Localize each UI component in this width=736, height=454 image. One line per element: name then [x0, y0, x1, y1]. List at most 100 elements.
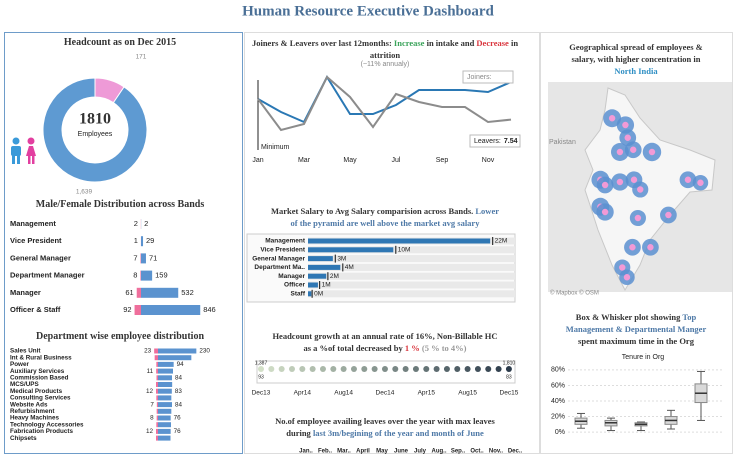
category-label: Sales Unit	[10, 348, 41, 355]
slice-label: 171	[136, 54, 147, 61]
title-segment: of the pyramid are well above the market…	[291, 218, 481, 228]
dot	[258, 366, 264, 372]
chart-title: as a %of total decreased by 1 % (5 % to …	[304, 343, 467, 353]
category-label: Commission Based	[10, 374, 69, 381]
dot	[505, 366, 512, 372]
bar	[156, 435, 158, 441]
row-band	[308, 246, 515, 254]
category-label: Management	[10, 219, 56, 228]
bubble-core	[601, 181, 609, 189]
dot	[268, 366, 275, 372]
bubble-core	[630, 176, 638, 183]
chart-title: North India	[614, 66, 658, 76]
series-line	[257, 75, 512, 132]
dot	[288, 366, 295, 372]
title-segment: in	[509, 38, 518, 48]
value-label: 2	[134, 219, 138, 228]
bar	[156, 368, 158, 374]
x-tick-label: Aug..	[432, 449, 447, 454]
x-tick-label: Oct..	[470, 449, 484, 454]
title-segment: Decrease	[476, 38, 509, 48]
x-tick-label: Dec13	[252, 390, 271, 397]
plot-frame	[256, 360, 516, 384]
category-label: Department Manager	[10, 271, 85, 280]
value-label: 159	[155, 271, 168, 280]
value-label: 230	[199, 348, 210, 355]
title-segment: Lower	[475, 206, 499, 216]
row-band	[308, 290, 515, 298]
bar	[141, 270, 153, 281]
bar	[308, 291, 312, 297]
x-tick-label: Sep..	[451, 449, 466, 454]
bar	[154, 355, 158, 361]
total-value: 1810	[79, 111, 111, 128]
category-label: Chipsets	[10, 435, 37, 442]
chart-title: Male/Female Distribution across Bands	[36, 199, 205, 210]
value-label: 93	[258, 374, 264, 380]
x-tick-label: Feb..	[318, 449, 332, 454]
title-segment: Headcount as on Dec 2015	[64, 37, 176, 48]
female-icon	[26, 137, 36, 164]
dot	[371, 366, 378, 372]
bar	[308, 256, 333, 262]
value-label: 92	[123, 305, 131, 314]
category-label: MCS/UPS	[10, 381, 39, 388]
category-label: Refurbishment	[10, 408, 55, 415]
bubble-core	[616, 148, 624, 156]
subtitle: Tenure in Org	[622, 354, 665, 361]
dot	[361, 366, 368, 372]
subtitle: (~11% annualy)	[361, 61, 410, 68]
category-label: Consulting Services	[10, 395, 71, 402]
bubble-core	[622, 121, 629, 129]
bubble-core	[665, 211, 672, 219]
value-label: 76	[174, 415, 182, 422]
x-tick-label: Dec15	[500, 390, 519, 397]
value-label: 7	[150, 401, 154, 408]
title-segment: during	[286, 428, 313, 438]
title-segment: Top	[682, 312, 696, 322]
bar	[154, 348, 158, 354]
y-tick-label: 80%	[551, 367, 565, 374]
category-label: Officer	[284, 282, 305, 289]
title-segment: attrition	[370, 50, 400, 60]
bubble-core	[630, 146, 637, 153]
value-label: 2M	[330, 273, 339, 280]
title-segment: No.of employee availing leaves over the …	[275, 416, 495, 426]
y-tick-label: 0%	[555, 429, 565, 436]
chart-title: Joiners & Leavers over last 12months: In…	[252, 38, 518, 48]
value-label: 10M	[398, 247, 411, 254]
bar	[308, 282, 318, 288]
map-attribution: © Mapbox © OSM	[550, 290, 599, 297]
x-tick-label: Nov	[482, 157, 495, 164]
row-band	[308, 272, 515, 280]
bar	[141, 253, 146, 264]
x-tick-label: Dec..	[508, 449, 523, 454]
value-label: 12	[146, 388, 154, 395]
x-tick-label: Sep	[436, 157, 449, 164]
bar	[136, 287, 141, 298]
value-label: 83	[175, 388, 183, 395]
bar	[156, 382, 158, 387]
dot	[443, 366, 450, 372]
value-label: 7	[133, 253, 137, 262]
annotation: Minimum	[261, 144, 290, 151]
chart-title: Box & Whisker plot showing Top	[576, 312, 697, 322]
row-band	[308, 255, 515, 263]
bar	[158, 368, 173, 374]
value-label: 3M	[337, 255, 346, 262]
category-label: Power	[10, 361, 29, 368]
title-segment: Male/Female Distribution across Bands	[36, 199, 205, 210]
title-segment: salary, with higher concentration in	[572, 54, 701, 64]
category-label: Staff	[291, 291, 306, 298]
bubble-core	[634, 214, 642, 222]
row-band	[308, 281, 515, 289]
dot	[330, 366, 337, 372]
category-label: Officer & Staff	[10, 305, 61, 314]
dot	[464, 366, 471, 372]
bar	[308, 264, 341, 270]
bubble-core	[616, 178, 624, 186]
chart-title: during last 3m/begining of the year and …	[286, 428, 484, 438]
annotation-box	[469, 134, 521, 148]
category-label: General Manager	[10, 253, 71, 262]
category-label: Auxiliary Services	[10, 368, 65, 375]
